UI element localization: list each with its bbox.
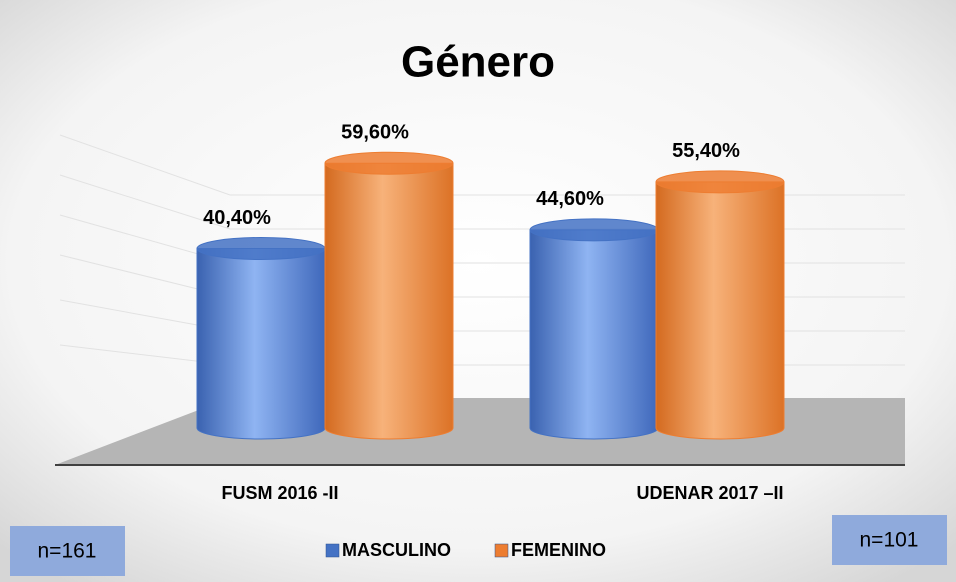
legend-swatch [325, 543, 340, 558]
note: n=161 [38, 540, 97, 563]
note-box [832, 515, 947, 565]
cylinder-top [196, 237, 326, 261]
legend-label: FEMENINO [511, 540, 606, 560]
value-label: 44,60% [536, 188, 604, 210]
legend-swatch [494, 543, 509, 558]
x-tick-label: FUSM 2016 -II [221, 483, 338, 503]
chart-title: Género [401, 38, 555, 87]
value-label: 55,40% [672, 140, 740, 162]
cylinder [196, 248, 326, 440]
cylinder-top [655, 170, 785, 194]
legend-label: MASCULINO [342, 540, 451, 560]
note-box [10, 526, 125, 576]
cylinder-top [529, 218, 659, 242]
value-label: 59,60% [341, 121, 409, 143]
cylinder [529, 229, 659, 440]
cylinder [655, 181, 785, 440]
x-tick-label: UDENAR 2017 –II [636, 483, 783, 503]
cylinder [324, 162, 454, 440]
note: n=101 [860, 529, 919, 552]
cylinder-top [324, 151, 454, 175]
value-label: 40,40% [203, 207, 271, 229]
